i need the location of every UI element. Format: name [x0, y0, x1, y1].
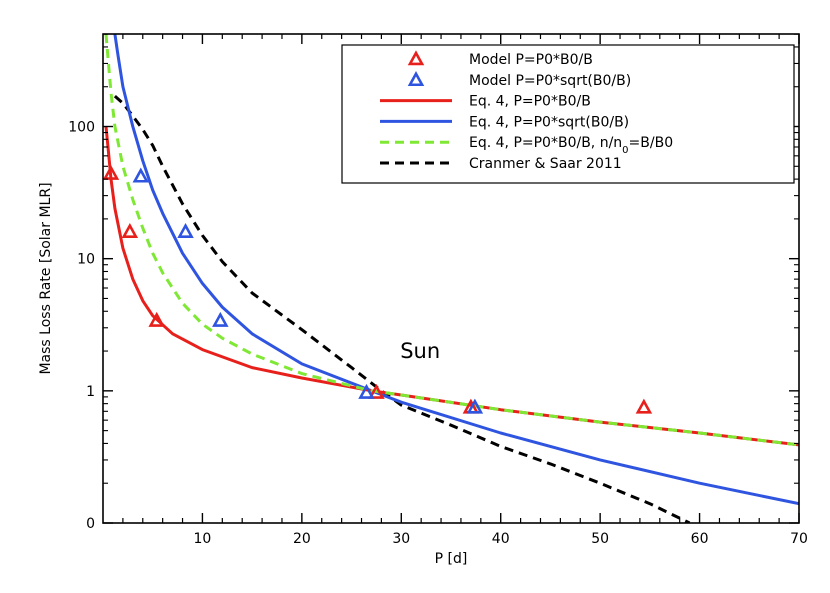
- series-line-eq-4-p-p0-b0-b: [104, 126, 799, 447]
- legend-triangle-marker: [407, 50, 425, 66]
- y-axis-title: Mass Loss Rate [Solar MLR]: [38, 182, 54, 374]
- marker-model-p-p0-sqrt-b0-b-4: [466, 398, 484, 414]
- x-tick-label: 30: [392, 531, 410, 547]
- x-tick-label: 20: [293, 531, 311, 547]
- marker-model-p-p0-b0-b-2: [148, 311, 165, 327]
- y-tick-label: 1: [86, 384, 95, 400]
- x-tick-label: 40: [492, 531, 510, 547]
- legend-entry-model-p-p0-sqrt-b0-b: Model P=P0*sqrt(B0/B): [407, 71, 631, 89]
- series-line-cranmer-saar-2011: [113, 94, 691, 523]
- marker-model-p-p0-sqrt-b0-b-3: [358, 383, 375, 399]
- legend-box: [341, 44, 795, 184]
- x-tick-label: 50: [591, 531, 609, 547]
- plot-frame: [102, 33, 800, 524]
- marker-model-p-p0-sqrt-b0-b-1: [177, 222, 194, 238]
- legend-triangle-marker: [407, 71, 425, 87]
- marker-model-p-p0-sqrt-b0-b-0: [132, 167, 150, 183]
- legend-label: Model P=P0*sqrt(B0/B): [469, 73, 631, 89]
- legend-label: Eq. 4, P=P0*sqrt(B0/B): [469, 114, 629, 130]
- series-line-eq-4-p-p0-sqrt-b0-b: [113, 34, 799, 506]
- marker-model-p-p0-b0-b-1: [121, 222, 139, 238]
- legend-label: Eq. 4, P=P0*B0/B: [469, 94, 591, 110]
- legend-entry-eq-4-p-p0-b0-b: Eq. 4, P=P0*B0/B: [380, 94, 591, 110]
- marker-model-p-p0-b0-b-0: [103, 164, 120, 180]
- ticks-layer: 10 20 30 40 50 60 70 0 1 10 100: [68, 33, 808, 547]
- legend: Model P=P0*B0/B Model P=P0*sqrt(B0/B) Eq. …: [341, 44, 795, 184]
- y-tick-label: 0: [86, 516, 95, 532]
- marker-model-p-p0-b0-b-5: [635, 398, 653, 414]
- marker-model-p-p0-b0-b-3: [368, 383, 385, 399]
- marker-model-p-p0-sqrt-b0-b-2: [212, 311, 229, 327]
- legend-label: Cranmer & Saar 2011: [469, 156, 622, 172]
- x-tick-label: 10: [194, 531, 212, 547]
- legend-entry-eq-4-p-p0-sqrt-b0-b: Eq. 4, P=P0*sqrt(B0/B): [380, 114, 629, 130]
- y-tick-label: 100: [68, 120, 95, 136]
- legend-entry-model-p-p0-b0-b: Model P=P0*B0/B: [407, 50, 593, 68]
- x-axis-title: P [d]: [435, 551, 468, 567]
- legend-entry-eq-4-p-p0-b0-b-n-n-b-b0: Eq. 4, P=P0*B0/B, n/n0=B/B0: [380, 135, 673, 156]
- sun-annotation: Sun: [400, 339, 440, 363]
- legend-label: Eq. 4, P=P0*B0/B, n/n0=B/B0: [469, 135, 673, 156]
- x-tick-label: 70: [790, 531, 808, 547]
- legend-label: Model P=P0*B0/B: [469, 52, 593, 68]
- x-tick-label: 60: [691, 531, 709, 547]
- series-layer: [103, 34, 799, 523]
- legend-entry-cranmer-saar-2011: Cranmer & Saar 2011: [380, 156, 622, 172]
- y-tick-label: 10: [77, 252, 95, 268]
